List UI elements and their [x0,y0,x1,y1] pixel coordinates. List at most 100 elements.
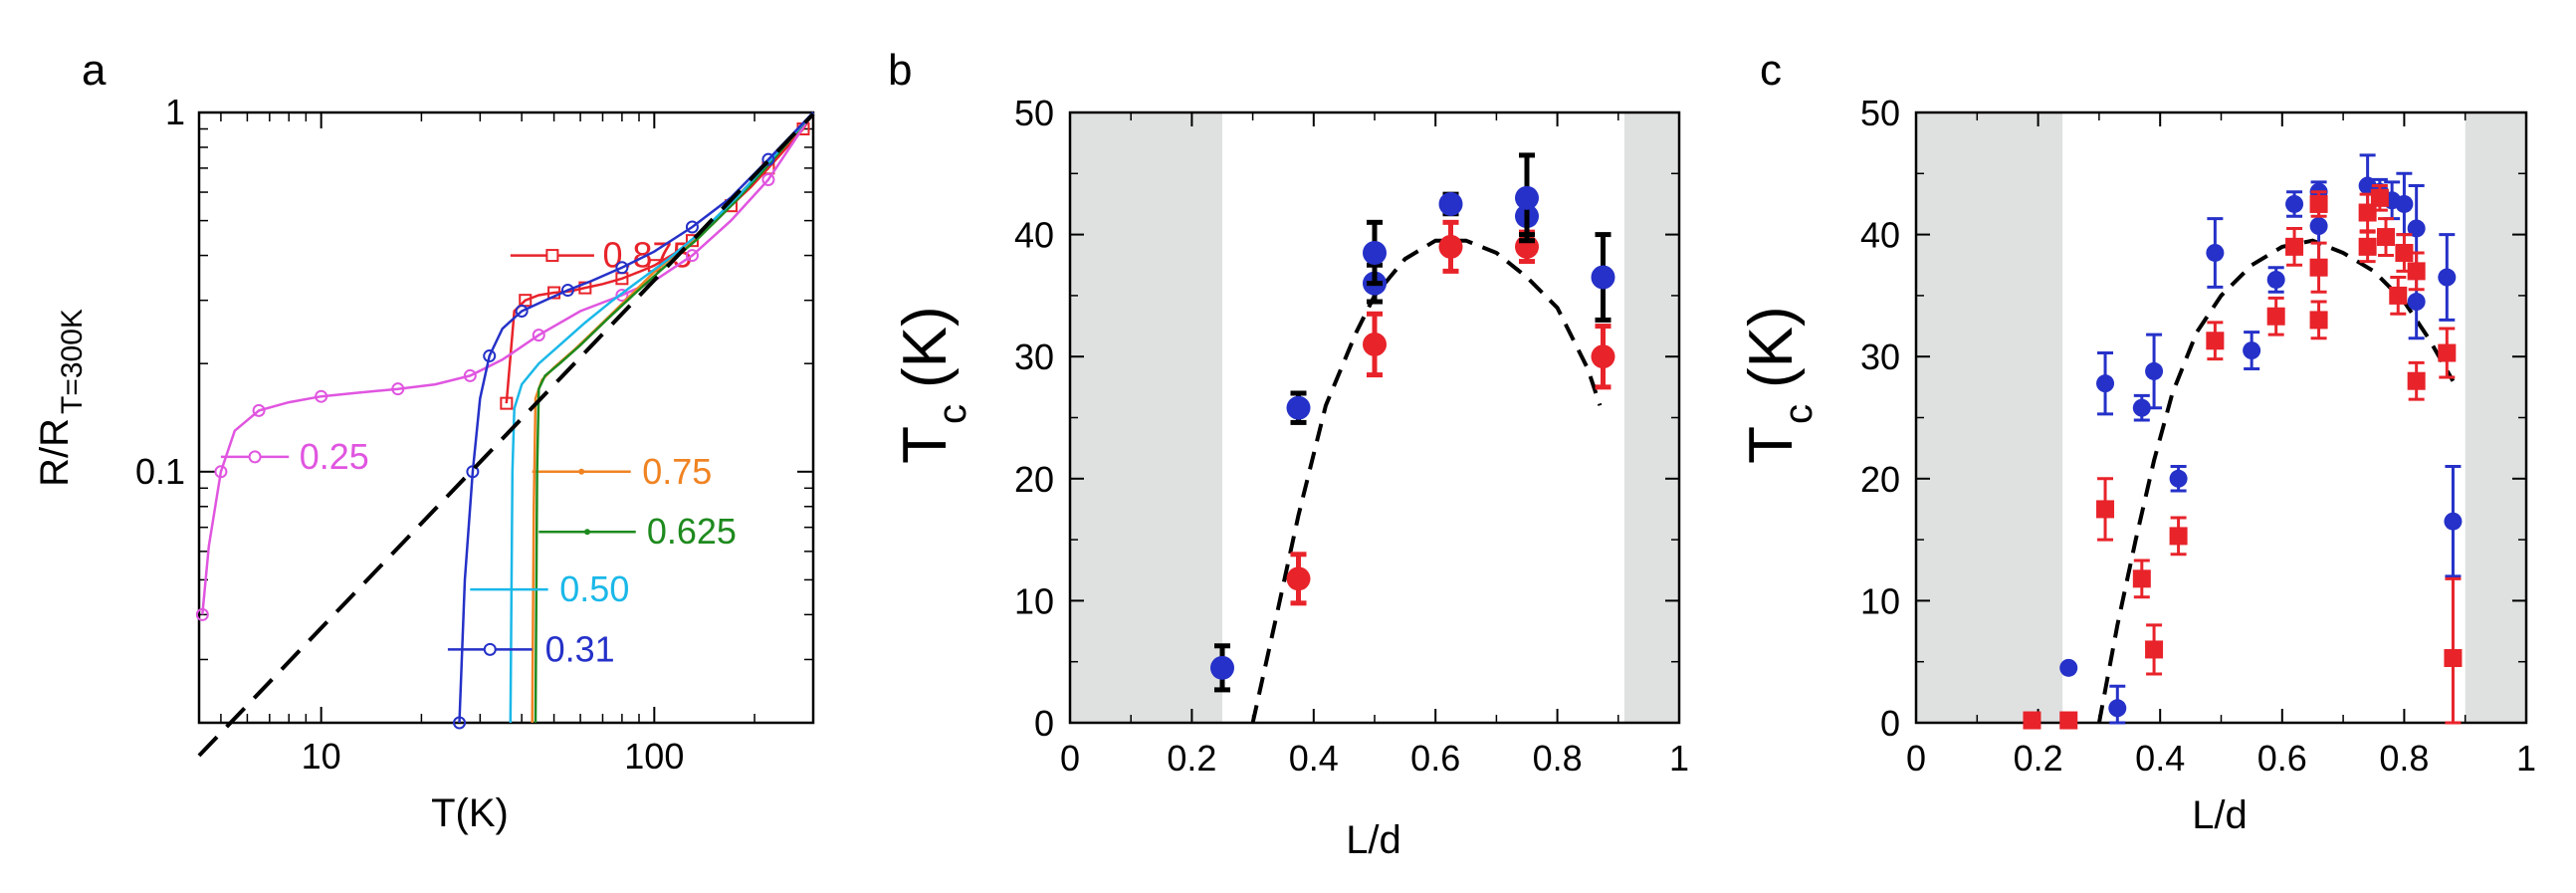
shaded-region [1070,112,1222,723]
series-point-0.25 [761,173,775,187]
data-point-red [2309,258,2328,277]
y-tick-label: 40 [1860,215,1900,256]
series-legend-marker-0.31 [483,642,497,656]
panel-c-ylabel-main: T [1737,426,1806,464]
panel-a-ticks: 10 100 0.1 1 [135,92,814,777]
y-tick-label: 10 [1860,580,1900,621]
series-label-0.625: 0.625 [647,511,737,552]
data-point-red [2358,237,2377,256]
series-line-0.50 [509,112,814,724]
series-point-0.25 [195,607,209,621]
data-point-blue [1438,191,1463,216]
series-point-0.25 [391,382,405,396]
y-tick-label: 20 [1860,459,1900,500]
y-tick-label: 50 [1860,93,1900,133]
data-point-blue [1591,265,1615,290]
x-tick-label: 1 [2516,738,2536,779]
data-point-blue [2206,243,2225,262]
panel-c-letter: c [1760,46,1782,95]
series-point-0.25 [615,289,629,303]
data-point-red [2285,237,2304,256]
data-point-red [2377,228,2396,247]
series-line-guide [197,112,815,758]
x-tick-label: 1 [1669,738,1689,779]
y-tick-label: 40 [1014,215,1054,256]
data-point-red [2395,243,2414,262]
data-point-red [2096,500,2115,519]
series-line-0.875 [505,112,815,404]
y-tick-label: 10 [1014,580,1054,621]
series-point-0.875 [685,234,699,248]
data-point-blue [2243,341,2261,360]
data-point-red [1363,332,1387,356]
panel-a-ylabel-sub: T=300K [56,309,89,414]
data-point-red [1591,344,1615,369]
y-tick-label: 0 [1880,703,1900,744]
x-tick-label: 0.4 [1289,738,1339,779]
data-point-red [2444,649,2463,668]
panel-c-shaded-regions [1916,112,2526,723]
y-tick-label: 50 [1014,93,1054,133]
data-point-blue [1286,395,1311,420]
x-tick-label: 0 [1060,738,1080,779]
panel-b-letter: b [888,46,912,95]
series-label-0.75: 0.75 [642,451,712,492]
x-tick-label: 0.2 [1167,738,1216,779]
series-legend-marker-0.25 [248,450,262,464]
x-tick-label: 0.4 [2135,738,2185,779]
panel-c-series [2023,153,2463,730]
panel-b-ylabel-unit: (K) [891,306,960,388]
y-tick-label: 20 [1014,459,1054,500]
data-point-blue [2132,398,2151,417]
data-point-red [2266,307,2285,326]
panel-a-ylabel-main: R/R [33,418,77,487]
data-point-blue [2059,658,2078,677]
data-point-blue [2266,270,2285,289]
data-point-red [2169,527,2188,546]
data-point-blue [2395,194,2414,213]
x-tick-label: 0.6 [1410,738,1460,779]
data-point-red [2438,343,2457,362]
series-line-0.31 [458,112,814,724]
panel-b-xlabel: L/d [1346,818,1401,862]
y-tick-label: 0.1 [135,451,185,492]
series-line-0.625 [534,112,814,724]
y-tick-label: 0 [1034,703,1054,744]
data-point-red [2370,188,2389,207]
y-tick-label: 30 [1860,336,1900,377]
series-label-0.25: 0.25 [300,436,369,477]
y-tick-label: 30 [1014,336,1054,377]
series-point-0.31 [515,304,529,318]
series-point-0.31 [453,716,467,730]
x-tick-label: 0 [1906,738,1926,779]
data-point-blue [2438,268,2457,287]
panel-a-ylabel: R/R T=300K [33,309,89,487]
shaded-region [1623,112,1679,723]
theory-curve [1250,238,1603,724]
data-point-red [2059,711,2078,730]
panel-b-shaded-regions [1070,112,1679,723]
data-point-red [2132,569,2151,588]
series-point-0.25 [685,249,699,263]
x-tick-label: 0.8 [1533,738,1583,779]
panel-b-ylabel-main: T [891,426,960,464]
series-legend-marker-0.875 [545,249,559,263]
panel-c-xlabel: L/d [2192,793,2248,837]
panel-c-ylabel-unit: (K) [1737,306,1806,388]
data-point-red [2309,194,2328,213]
x-tick-label: 10 [302,736,341,777]
data-point-blue [1210,655,1234,680]
series-point-0.31 [466,465,480,479]
series-point-0.31 [615,261,629,275]
data-point-red [2309,311,2328,330]
data-point-blue [2145,361,2164,380]
series-point-0.25 [214,465,228,479]
x-tick-label: 0.2 [2014,738,2063,779]
data-point-blue [2285,194,2304,213]
series-point-0.875 [500,396,514,410]
series-point-0.31 [761,152,775,166]
